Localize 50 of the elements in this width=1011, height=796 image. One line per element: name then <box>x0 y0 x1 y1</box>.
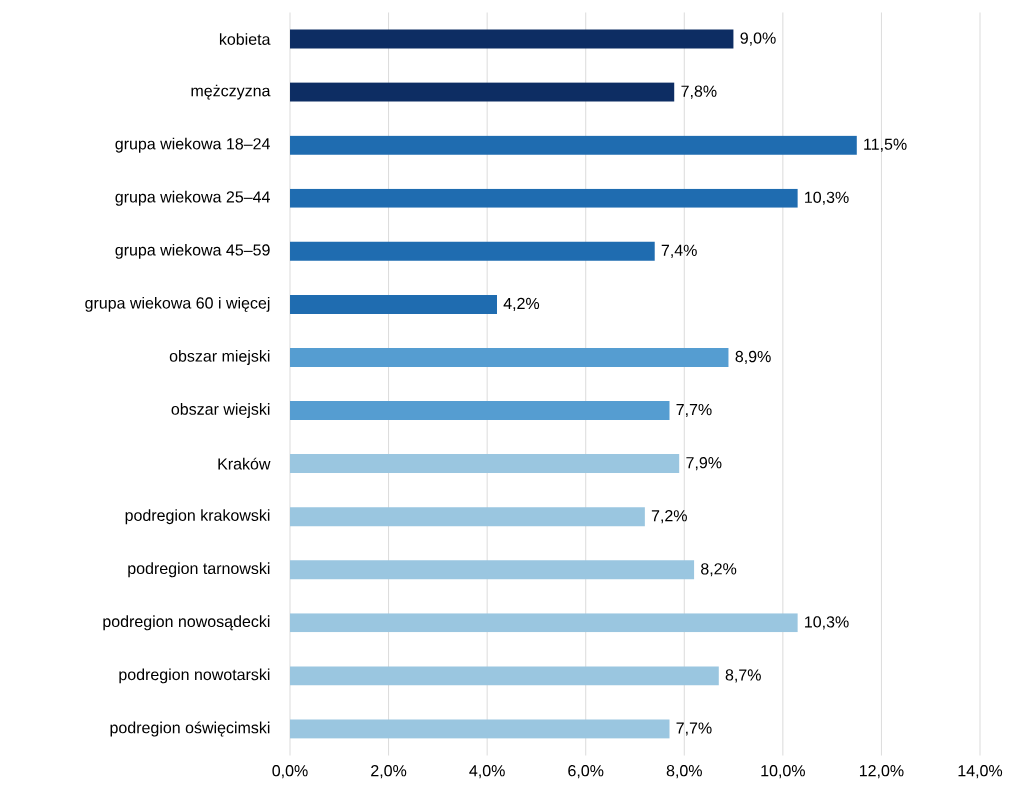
bar <box>290 401 670 421</box>
y-tick-label: grupa wiekowa 25–44 <box>115 190 270 206</box>
x-tick-label: 6,0% <box>568 765 604 779</box>
x-tick-label: 4,0% <box>469 765 505 779</box>
data-label: 10,3% <box>805 191 849 205</box>
y-tick-label: Kraków <box>218 457 271 470</box>
bar <box>290 666 719 686</box>
bar <box>290 454 680 474</box>
bar <box>290 613 798 633</box>
y-tick-label: grupa wiekowa 45–59 <box>115 243 270 259</box>
data-label: 8,7% <box>725 669 761 683</box>
y-tick-label: kobieta <box>219 33 271 45</box>
bar <box>290 294 497 314</box>
data-label: 7,7% <box>676 722 712 736</box>
y-tick-label: podregion krakowski <box>125 509 270 525</box>
x-tick-label: 12,0% <box>859 765 904 779</box>
bar <box>290 347 729 367</box>
data-label: 9,0% <box>740 32 776 46</box>
y-tick-label: podregion tarnowski <box>128 562 270 578</box>
bar <box>290 188 798 208</box>
x-tick-label: 8,0% <box>666 765 702 779</box>
bar <box>290 507 645 527</box>
y-tick-label: podregion nowotarski <box>119 668 270 684</box>
data-label: 7,8% <box>681 85 717 99</box>
data-label: 10,3% <box>805 616 849 630</box>
y-tick-label: podregion nowosądecki <box>103 615 270 631</box>
data-label: 8,9% <box>735 350 771 365</box>
y-tick-label: grupa wiekowa 60 i więcej <box>85 296 270 312</box>
data-label: 7,2% <box>651 510 687 524</box>
x-tick-label: 10,0% <box>761 765 805 779</box>
bar <box>290 560 695 580</box>
data-label: 8,2% <box>701 563 737 577</box>
x-tick-label: 14,0% <box>958 765 1003 779</box>
y-tick-label: mężczyzna <box>191 84 271 100</box>
x-tick-label: 2,0% <box>371 765 407 779</box>
y-tick-label: obszar wiejski <box>171 403 270 419</box>
bar <box>290 82 675 102</box>
data-label: 7,7% <box>676 403 712 418</box>
bar <box>290 135 857 155</box>
y-tick-label: obszar miejski <box>169 350 270 365</box>
bar <box>290 241 655 261</box>
data-label: 11,5% <box>864 138 907 152</box>
y-tick-label: podregion oświęcimski <box>110 721 270 737</box>
data-label: 4,2% <box>503 297 540 311</box>
y-tick-label: grupa wiekowa 18–24 <box>115 137 270 153</box>
data-label: 7,9% <box>686 457 722 471</box>
x-tick-label: 0,0% <box>272 765 308 779</box>
data-label: 7,4% <box>661 244 697 258</box>
bar <box>290 29 734 49</box>
bar <box>290 719 670 739</box>
